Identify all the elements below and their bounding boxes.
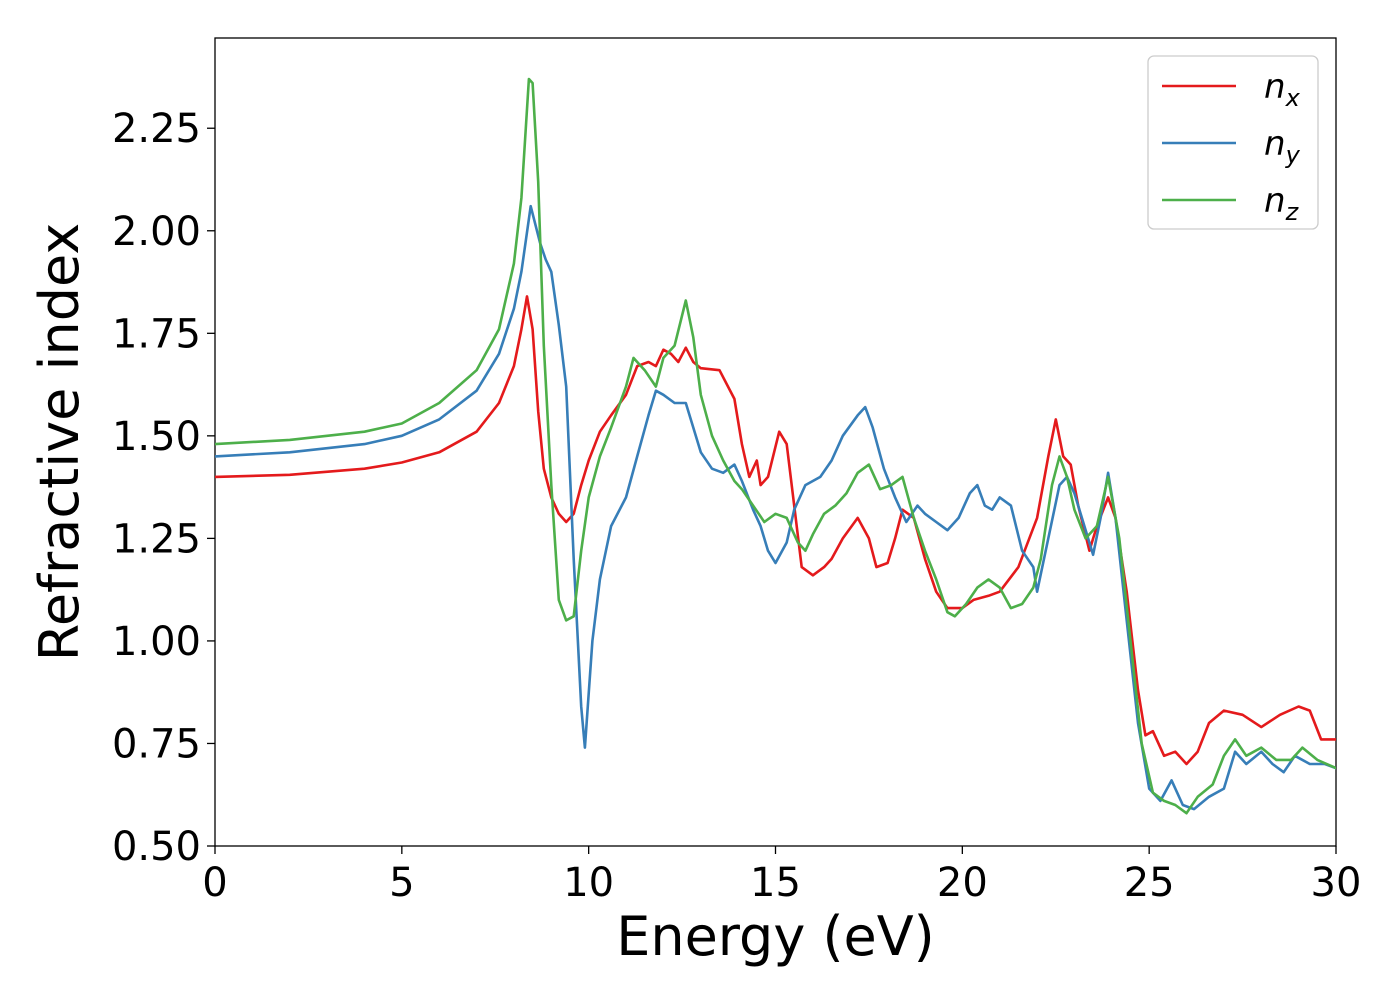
x-tick-label: 15 bbox=[750, 860, 801, 906]
x-axis-title: Energy (eV) bbox=[616, 905, 935, 968]
x-axis-ticks: 0 5 10 15 20 25 30 bbox=[202, 846, 1361, 906]
y-tick-label: 0.75 bbox=[112, 721, 201, 767]
y-tick-label: 2.25 bbox=[112, 106, 201, 152]
y-tick-label: 1.75 bbox=[112, 311, 201, 357]
x-tick-label: 5 bbox=[389, 860, 414, 906]
y-tick-label: 1.00 bbox=[112, 619, 201, 665]
y-tick-label: 2.00 bbox=[112, 209, 201, 255]
series-line-ny bbox=[215, 204, 1336, 811]
x-tick-label: 20 bbox=[937, 860, 988, 906]
series-line-nz bbox=[215, 77, 1336, 815]
x-tick-label: 30 bbox=[1311, 860, 1362, 906]
x-tick-label: 10 bbox=[563, 860, 614, 906]
legend-label-ny: ny bbox=[1264, 124, 1301, 169]
x-tick-label: 0 bbox=[202, 860, 227, 906]
y-tick-label: 1.25 bbox=[112, 516, 201, 562]
series-layer bbox=[215, 77, 1336, 815]
legend-label-nz: nz bbox=[1264, 181, 1300, 226]
x-tick-label: 25 bbox=[1124, 860, 1175, 906]
y-tick-label: 0.50 bbox=[112, 824, 201, 870]
legend: nx ny nz bbox=[1147, 55, 1319, 230]
y-tick-label: 1.50 bbox=[112, 414, 201, 460]
y-axis-title: Refractive index bbox=[28, 223, 91, 662]
y-axis-ticks: 0.50 0.75 1.00 1.25 1.50 1.75 2.00 2.25 bbox=[112, 106, 215, 870]
series-line-nx bbox=[215, 295, 1336, 766]
legend-label-nx: nx bbox=[1264, 67, 1301, 112]
